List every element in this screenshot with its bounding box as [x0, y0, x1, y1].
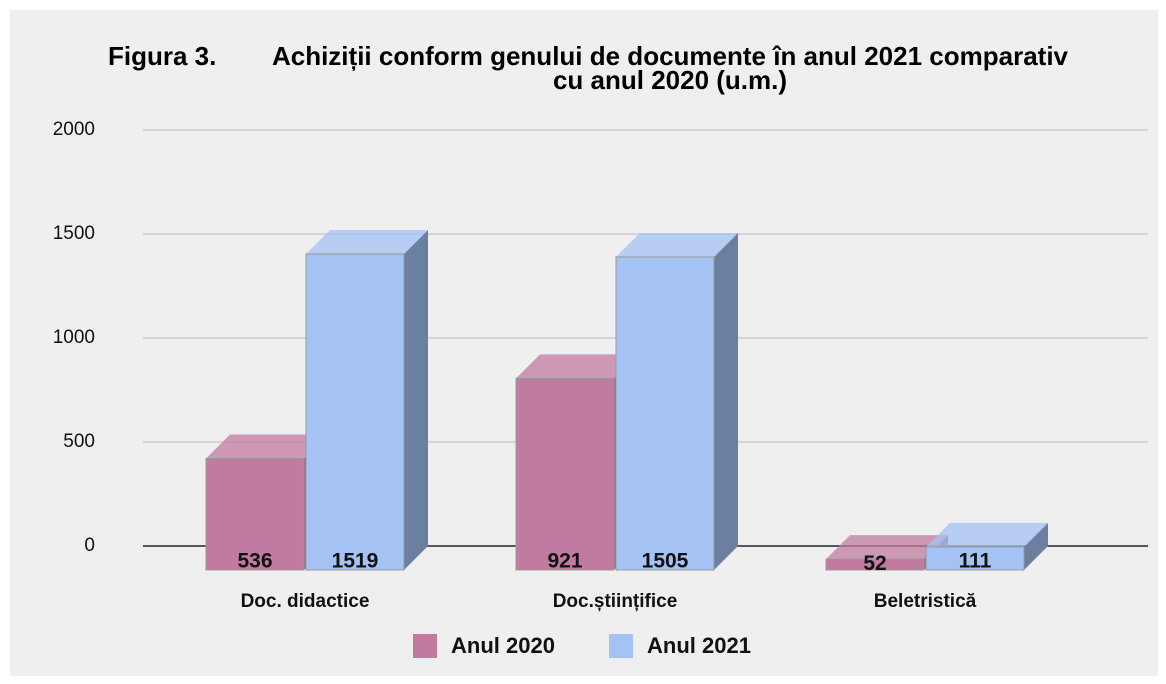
- x-tick-label: Beletristică: [874, 591, 977, 612]
- bar: [925, 546, 1025, 571]
- y-tick-label: 500: [63, 431, 95, 452]
- data-label: 1519: [332, 550, 379, 573]
- y-tick-label: 1000: [53, 327, 95, 348]
- bar-top: [616, 232, 738, 257]
- bar-side: [1024, 522, 1048, 570]
- bar: [825, 558, 925, 571]
- x-tick-label: Doc.științifice: [553, 591, 678, 612]
- y-tick-label: 1500: [53, 223, 95, 244]
- legend-swatch: [609, 634, 633, 658]
- legend-swatch: [413, 634, 437, 658]
- legend-label: Anul 2021: [647, 633, 751, 658]
- bar-side: [714, 232, 738, 570]
- data-label: 52: [863, 552, 886, 575]
- bar-top: [826, 535, 948, 560]
- figure-label: Figura 3.: [108, 41, 217, 71]
- background: [10, 10, 1158, 676]
- data-label: 536: [237, 550, 272, 573]
- bar-top: [516, 354, 638, 379]
- title-block: Figura 3. Achiziții conform genului de d…: [100, 41, 1100, 95]
- bar-side: [404, 230, 428, 570]
- bar: [305, 253, 405, 571]
- bar: [205, 458, 305, 571]
- y-tick-label: 2000: [53, 119, 95, 140]
- data-label: 111: [959, 550, 992, 573]
- bar-top: [306, 230, 428, 255]
- bar-top: [926, 522, 1048, 547]
- y-tick-label: 0: [84, 535, 95, 556]
- x-tick-label: Doc. didactice: [241, 591, 370, 612]
- data-label: 921: [547, 550, 582, 573]
- data-label: 1505: [642, 550, 689, 573]
- bar: [515, 377, 615, 571]
- bar-top: [206, 434, 328, 459]
- legend-label: Anul 2020: [451, 633, 555, 658]
- bar: [615, 256, 715, 571]
- chart-title: Achiziții conform genului de documente î…: [271, 41, 1069, 95]
